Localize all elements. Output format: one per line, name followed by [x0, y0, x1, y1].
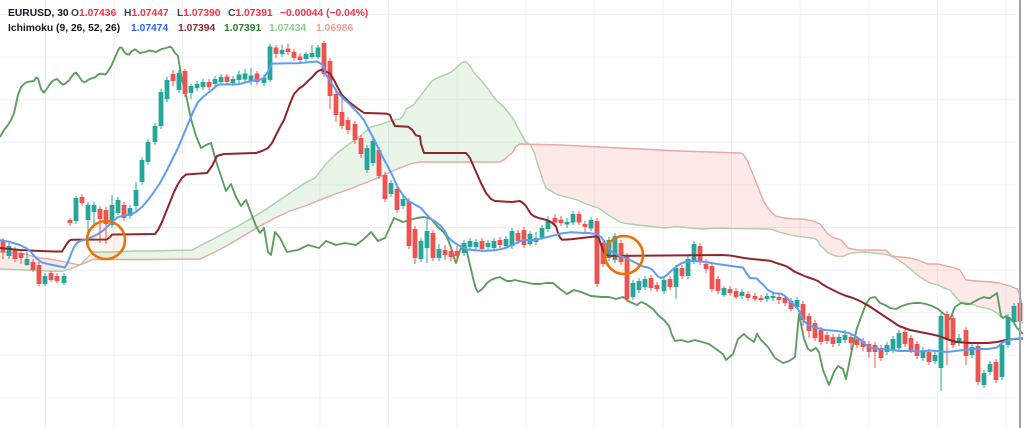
- svg-text:1.07394: 1.07394: [178, 23, 215, 34]
- svg-text:O1.07436: O1.07436: [71, 8, 117, 19]
- svg-text:C1.07391: C1.07391: [228, 8, 273, 19]
- svg-text:1.06986: 1.06986: [316, 23, 353, 34]
- svg-text:EURUSD, 30: EURUSD, 30: [8, 8, 69, 19]
- svg-text:1.07391: 1.07391: [224, 23, 261, 34]
- svg-text:1.07474: 1.07474: [131, 23, 168, 34]
- svg-text:−0.00044 (−0.04%): −0.00044 (−0.04%): [280, 8, 368, 19]
- svg-text:L1.07390: L1.07390: [177, 8, 221, 19]
- svg-text:H1.07447: H1.07447: [124, 8, 169, 19]
- svg-text:Ichimoku (9, 26, 52, 26): Ichimoku (9, 26, 52, 26): [8, 23, 120, 34]
- svg-text:1.07434: 1.07434: [269, 23, 306, 34]
